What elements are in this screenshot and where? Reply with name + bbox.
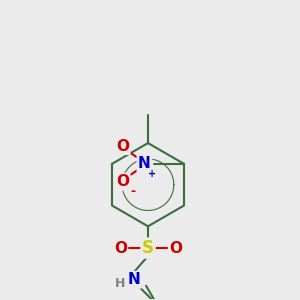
Text: +: + — [148, 169, 156, 179]
Text: S: S — [142, 239, 154, 257]
Text: -: - — [130, 185, 135, 198]
Text: H: H — [115, 277, 125, 290]
Text: N: N — [128, 272, 140, 287]
Text: O: O — [116, 174, 129, 189]
Text: O: O — [116, 139, 129, 154]
Text: O: O — [114, 241, 127, 256]
Text: O: O — [169, 241, 182, 256]
Text: N: N — [138, 156, 151, 171]
